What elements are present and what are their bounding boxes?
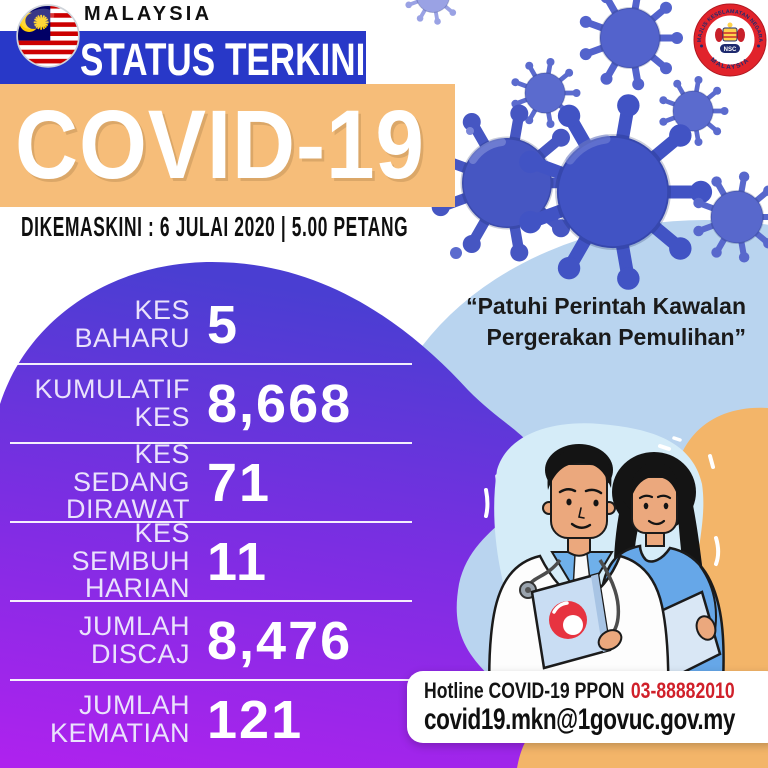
stat-value: 8,668	[207, 373, 353, 434]
stats-panel-blob	[0, 262, 541, 768]
coronavirus-icon	[580, 0, 683, 90]
seal-center-text: NSC	[724, 47, 737, 53]
hotline-label: Hotline COVID-19 PPON	[424, 678, 625, 703]
advisory-quote-line2: Pergerakan Pemulihan”	[486, 324, 747, 350]
advisory-quote-line1: “Patuhi Perintah Kawalan	[466, 293, 746, 319]
stat-row-jumlah-discaj: JUMLAH DISCAJ 8,476	[10, 602, 412, 681]
stats-panel: KES BAHARU 5 KUMULATIF KES 8,668 KES SEDAN…	[10, 286, 412, 758]
stat-row-kes-sembuh-harian: KES SEMBUH HARIAN 11	[10, 520, 412, 604]
coronavirus-icon	[403, 0, 465, 27]
stat-label: HARIAN	[84, 573, 190, 604]
stat-label: KEMATIAN	[49, 717, 190, 748]
stat-value: 121	[207, 689, 304, 750]
stat-value: 5	[207, 294, 240, 355]
disease-banner: COVID-19	[0, 84, 455, 207]
stat-label: BAHARU	[74, 322, 190, 353]
stat-label: DIRAWAT	[66, 494, 190, 525]
stat-label: KUMULATIF	[34, 374, 190, 404]
stat-label: DISCAJ	[90, 638, 190, 669]
doctor-nurse-illustration	[488, 423, 725, 742]
stat-row-jumlah-kematian: JUMLAH KEMATIAN 121	[10, 681, 412, 758]
stat-label: KES	[134, 295, 190, 325]
stat-label: JUMLAH	[78, 690, 190, 720]
status-banner-text: STATUS TERKINI	[80, 34, 366, 85]
nsc-seal-icon: MAJLIS KESELAMATAN NEGARA MALAYSIA NSC	[692, 2, 768, 78]
advisory-quote: “Patuhi Perintah Kawalan Pergerakan Pemu…	[420, 291, 746, 353]
stat-row-kes-baharu: KES BAHARU 5	[10, 286, 412, 365]
malaysia-flag-icon	[16, 4, 80, 68]
contact-card: Hotline COVID-19 PPON 03-88882010 covid19…	[407, 671, 768, 743]
country-label: MALAYSIA	[84, 3, 213, 25]
stat-value: 8,476	[207, 610, 353, 671]
hotline-number: 03-88882010	[630, 678, 735, 703]
stat-label: KES SEMBUH	[71, 518, 190, 576]
contact-email: covid19.mkn@1govuc.gov.my	[424, 703, 736, 736]
last-updated: DIKEMASKINI : 6 JULAI 2020 | 5.00 PETANG	[21, 211, 409, 242]
stat-row-kumulatif-kes: KUMULATIF KES 8,668	[10, 365, 412, 444]
stat-row-kes-sedang-dirawat: KES SEDANG DIRAWAT 71	[10, 441, 412, 525]
stat-label: JUMLAH	[78, 611, 190, 641]
stat-label: KES SEDANG	[72, 439, 190, 497]
disease-title: COVID-19	[15, 90, 425, 199]
stat-value: 71	[207, 452, 272, 513]
stat-label: KES	[134, 401, 190, 432]
stat-value: 11	[207, 531, 269, 592]
